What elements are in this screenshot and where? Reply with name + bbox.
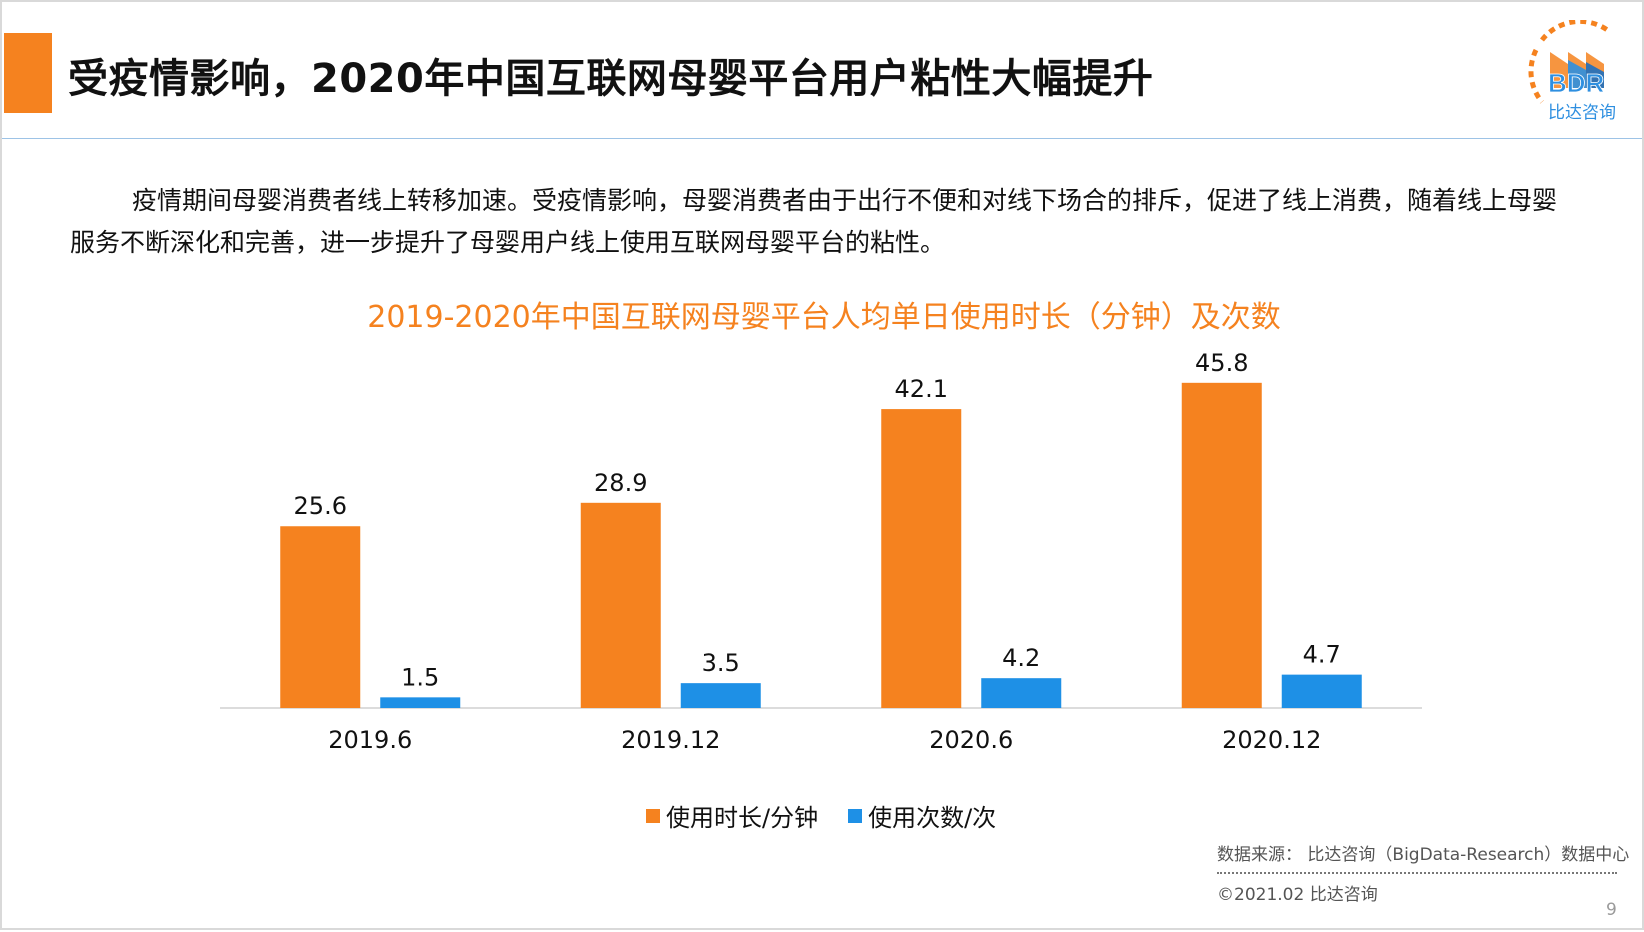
data-label-count-2020.12: 4.7 [1303,641,1341,669]
data-label-duration-2020.12: 45.8 [1195,349,1248,377]
bar-count-2019.12 [680,683,761,708]
page-number: 9 [1606,900,1617,920]
copyright: ©2021.02 比达咨询 [1217,885,1378,905]
data-label-duration-2019.6: 25.6 [294,492,347,520]
legend-item-duration: 使用时长/分钟 [646,798,818,833]
page-title: 受疫情影响，2020年中国互联网母婴平台用户粘性大幅提升 [68,56,1154,102]
bar-duration-2019.6 [280,526,361,708]
chart-legend: 使用时长/分钟 使用次数/次 [646,798,1026,833]
logo-building-icon [1550,52,1604,88]
x-tick-label: 2019.12 [621,726,720,754]
legend-label-count: 使用次数/次 [868,804,997,832]
legend-label-duration: 使用时长/分钟 [666,804,819,832]
bar-count-2020.12 [1281,674,1362,708]
bdr-logo: BDR [1528,20,1612,104]
data-source: 数据来源： 比达咨询（BigData-Research）数据中心 [1217,845,1630,865]
x-tick-label: 2019.6 [328,726,412,754]
logo-ring-icon [1528,20,1612,104]
legend-item-count: 使用次数/次 [848,798,996,833]
legend-swatch-count [848,808,863,823]
bar-count-2020.6 [981,678,1062,708]
data-label-count-2019.12: 3.5 [702,649,740,677]
x-tick-label: 2020.6 [929,726,1013,754]
bar-duration-2020.6 [881,409,962,708]
chart-title: 2019-2020年中国互联网母婴平台人均单日使用时长（分钟）及次数 [367,300,1281,335]
logo-text: BDR [1548,68,1605,98]
intro-paragraph: 疫情期间母婴消费者线上转移加速。受疫情影响，母婴消费者由于出行不便和对线下场合的… [70,186,1558,257]
logo-subtext: 比达咨询 [1548,103,1616,123]
legend-swatch-duration [646,808,660,823]
data-label-count-2019.6: 1.5 [401,663,439,691]
data-label-count-2020.6: 4.2 [1002,644,1040,672]
data-label-duration-2019.12: 28.9 [594,469,647,497]
data-label-duration-2020.6: 42.1 [895,375,948,403]
x-tick-label: 2020.12 [1222,726,1321,754]
bar-duration-2019.12 [580,502,661,708]
header: 受疫情影响，2020年中国互联网母婴平台用户粘性大幅提升 [2,2,1642,139]
title-accent-bar [4,33,52,113]
bar-count-2019.6 [380,697,461,708]
bar-duration-2020.12 [1181,382,1262,708]
footer-divider [1217,872,1617,874]
